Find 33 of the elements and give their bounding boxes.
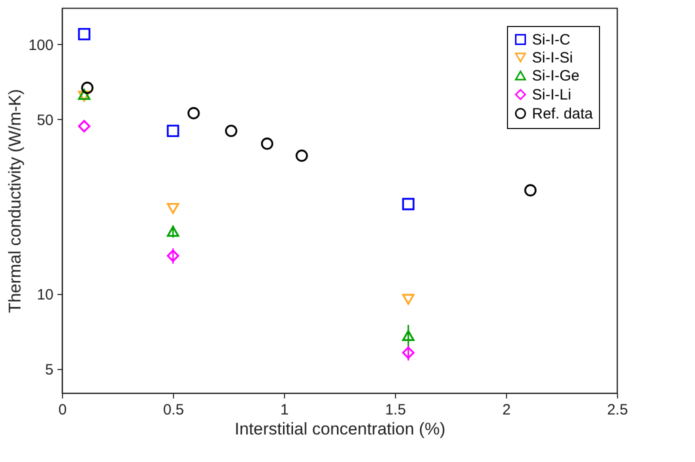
point [166, 124, 180, 138]
y-tick-label: 100 [28, 36, 54, 54]
point [78, 28, 90, 40]
point [78, 120, 90, 132]
point [225, 124, 238, 138]
point [402, 330, 414, 341]
point [402, 346, 414, 359]
legend-label: Si-I-Si [532, 50, 573, 66]
point [524, 184, 537, 196]
point [81, 82, 94, 94]
point [166, 250, 180, 262]
x-tick-label: 0 [58, 402, 67, 418]
y-tick-label: 50 [36, 112, 54, 129]
x-tick-label: 1 [280, 402, 289, 418]
y-tick-label: 5 [45, 361, 54, 378]
legend-label: Si-I-Ge [532, 68, 580, 84]
x-axis-title: Interstitial concentration (%) [234, 420, 446, 438]
y-axis-title: Thermal conductivity (W/m-K) [5, 89, 24, 313]
x-tick-label: 0.5 [163, 402, 184, 418]
x-tick-label: 2.5 [607, 402, 628, 418]
point [188, 107, 200, 120]
point [166, 226, 180, 237]
legend-label: Ref. data [532, 106, 594, 122]
x-tick-label: 1.5 [385, 402, 406, 418]
point [296, 150, 308, 162]
point [402, 294, 414, 305]
point [166, 202, 180, 214]
legend-label: Si-I-C [532, 32, 570, 48]
point [402, 198, 414, 210]
legend-label: Si-I-Li [532, 86, 572, 104]
x-tick-label: 2 [502, 402, 511, 418]
point [260, 138, 274, 150]
y-tick-label: 10 [36, 286, 54, 304]
